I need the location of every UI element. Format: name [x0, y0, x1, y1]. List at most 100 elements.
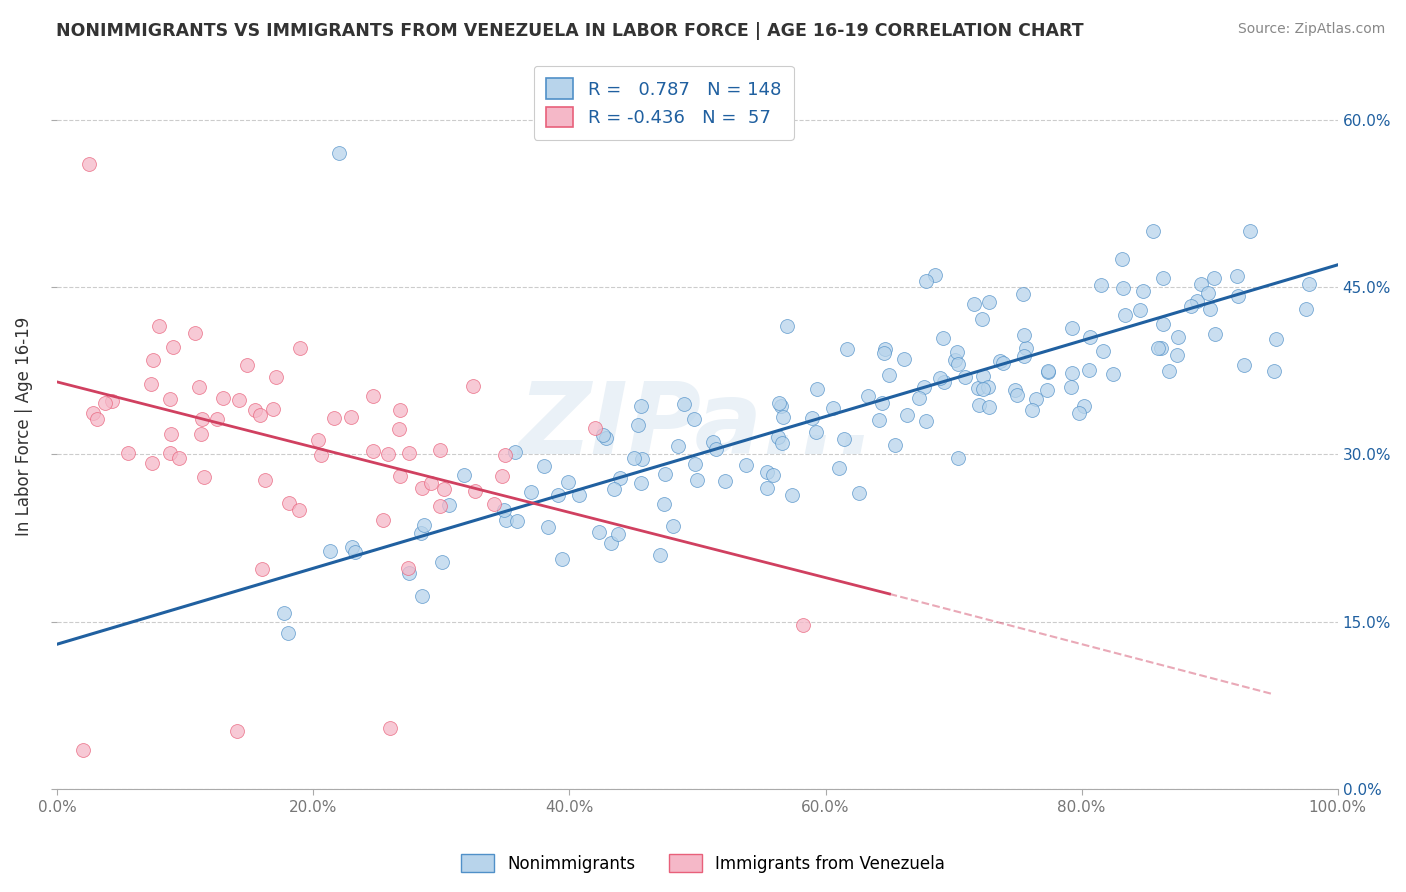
Point: [388, 403, 411, 417]
Point: [932, 330, 955, 344]
Point: [568, 488, 591, 502]
Point: [963, 297, 986, 311]
Point: [856, 389, 879, 403]
Point: [1005, 387, 1028, 401]
Point: [768, 396, 790, 410]
Text: ZIPa...: ZIPa...: [519, 378, 876, 475]
Point: [141, 456, 163, 470]
Point: [277, 626, 299, 640]
Point: [1077, 363, 1099, 377]
Point: [991, 356, 1014, 370]
Point: [290, 342, 312, 356]
Point: [184, 326, 207, 340]
Point: [1102, 367, 1125, 381]
Point: [702, 435, 724, 450]
Point: [896, 408, 918, 422]
Point: [1150, 341, 1173, 355]
Point: [685, 457, 707, 471]
Point: [1090, 277, 1112, 292]
Point: [411, 481, 433, 495]
Point: [827, 460, 849, 475]
Point: [205, 411, 228, 425]
Point: [1012, 350, 1035, 364]
Point: [1038, 365, 1060, 379]
Point: [1264, 332, 1286, 346]
Point: [592, 428, 614, 442]
Point: [870, 396, 893, 410]
Point: [273, 606, 295, 620]
Point: [537, 520, 560, 534]
Point: [503, 445, 526, 459]
Point: [970, 312, 993, 326]
Point: [495, 513, 517, 527]
Point: [704, 442, 727, 456]
Point: [159, 445, 181, 459]
Point: [977, 294, 1000, 309]
Point: [832, 433, 855, 447]
Point: [322, 411, 344, 425]
Point: [1298, 277, 1320, 291]
Point: [945, 352, 967, 367]
Point: [1239, 224, 1261, 238]
Point: [82, 406, 104, 420]
Point: [1112, 281, 1135, 295]
Point: [398, 446, 420, 460]
Point: [494, 503, 516, 517]
Point: [1152, 271, 1174, 285]
Point: [893, 351, 915, 366]
Point: [915, 274, 938, 288]
Point: [159, 392, 181, 407]
Y-axis label: In Labor Force | Age 16-19: In Labor Force | Age 16-19: [15, 317, 32, 536]
Point: [439, 498, 461, 512]
Point: [236, 358, 259, 372]
Point: [953, 370, 976, 384]
Point: [607, 527, 630, 541]
Point: [193, 470, 215, 484]
Point: [1142, 224, 1164, 238]
Point: [190, 426, 212, 441]
Point: [823, 401, 845, 416]
Point: [557, 475, 579, 489]
Point: [630, 399, 652, 413]
Point: [533, 458, 555, 473]
Point: [377, 447, 399, 461]
Point: [804, 425, 827, 439]
Point: [1166, 348, 1188, 362]
Point: [792, 618, 814, 632]
Point: [654, 467, 676, 482]
Point: [463, 379, 485, 393]
Point: [484, 497, 506, 511]
Point: [1167, 329, 1189, 343]
Point: [875, 342, 897, 356]
Point: [411, 589, 433, 603]
Point: [398, 566, 420, 580]
Point: [453, 467, 475, 482]
Point: [1073, 399, 1095, 413]
Point: [318, 544, 340, 558]
Point: [769, 399, 792, 413]
Point: [243, 403, 266, 417]
Point: [714, 474, 737, 488]
Point: [412, 517, 434, 532]
Point: [977, 380, 1000, 394]
Point: [86, 412, 108, 426]
Point: [1226, 268, 1249, 283]
Point: [361, 389, 384, 403]
Point: [946, 344, 969, 359]
Point: [328, 146, 350, 161]
Point: [79, 157, 101, 171]
Point: [433, 483, 456, 497]
Point: [389, 468, 412, 483]
Legend: R =   0.787   N = 148, R = -0.436   N =  57: R = 0.787 N = 148, R = -0.436 N = 57: [534, 66, 794, 140]
Point: [309, 449, 332, 463]
Point: [609, 471, 631, 485]
Point: [1152, 318, 1174, 332]
Point: [429, 499, 451, 513]
Point: [583, 421, 606, 435]
Point: [666, 439, 689, 453]
Point: [1036, 383, 1059, 397]
Point: [877, 368, 900, 383]
Point: [755, 481, 778, 495]
Point: [1129, 303, 1152, 318]
Point: [307, 434, 329, 448]
